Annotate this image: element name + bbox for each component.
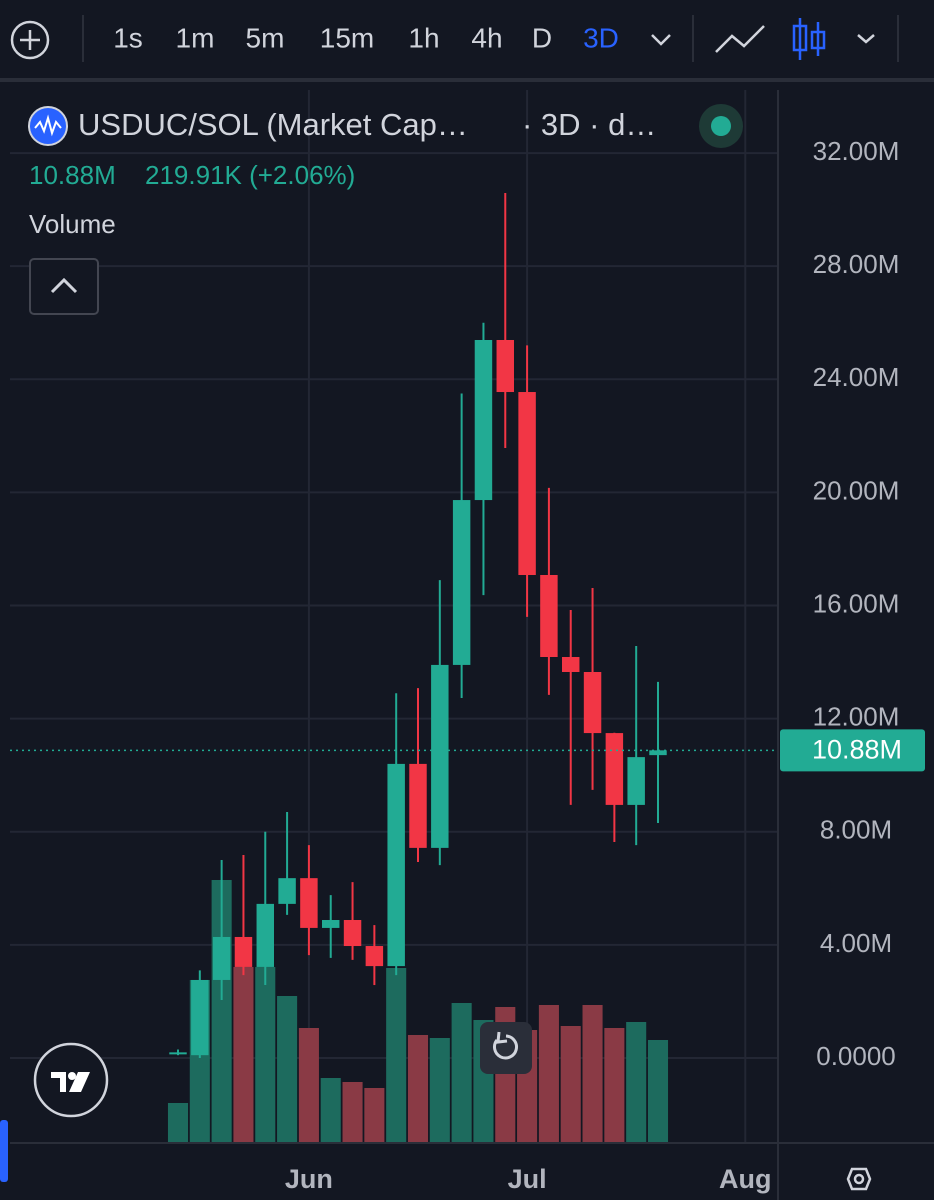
interval-button[interactable]: 1s bbox=[113, 22, 143, 53]
y-tick-label: 24.00M bbox=[813, 362, 900, 392]
volume-bar bbox=[277, 996, 298, 1142]
candle-body bbox=[452, 500, 471, 665]
interval-button[interactable]: 3D bbox=[583, 22, 619, 53]
candle-body bbox=[365, 946, 384, 967]
side-tab[interactable] bbox=[0, 1120, 8, 1182]
volume-label: Volume bbox=[29, 209, 116, 239]
volume-bar bbox=[364, 1088, 385, 1142]
candle-body bbox=[191, 979, 209, 1056]
interval-button[interactable]: 1m bbox=[176, 22, 215, 53]
candle-body bbox=[474, 339, 493, 501]
interval-button[interactable]: 5m bbox=[246, 22, 285, 53]
last-price-tag bbox=[780, 729, 925, 772]
symbol-icon bbox=[28, 106, 68, 146]
volume-bar bbox=[626, 1022, 647, 1142]
candle-body bbox=[562, 657, 580, 672]
volume-bar bbox=[386, 968, 407, 1142]
candle-body bbox=[409, 763, 427, 848]
y-tick-label: 32.00M bbox=[813, 136, 900, 166]
volume-bar bbox=[167, 1103, 189, 1142]
candle-body bbox=[212, 936, 231, 980]
volume-bar bbox=[255, 967, 276, 1142]
candle-body bbox=[278, 878, 296, 904]
volume-bar bbox=[582, 1005, 603, 1142]
candle-body bbox=[234, 936, 253, 967]
collapse-button[interactable] bbox=[29, 258, 99, 315]
y-tick-label: 28.00M bbox=[813, 249, 900, 279]
line-chart-button[interactable] bbox=[715, 25, 765, 53]
volume-bar bbox=[298, 1028, 319, 1142]
interval-button[interactable]: 4h bbox=[471, 22, 502, 53]
symbol-title: USDUC/SOL (Market Cap… bbox=[78, 107, 468, 142]
symbol-subtitle: · 3D · d… bbox=[522, 107, 656, 142]
x-tick-label: Jun bbox=[285, 1164, 333, 1194]
candle-body bbox=[256, 903, 274, 967]
volume-bar bbox=[647, 1040, 669, 1142]
last-price-label: 10.88M bbox=[812, 734, 902, 764]
candle-body bbox=[431, 664, 449, 848]
candle-body bbox=[343, 920, 362, 947]
interval-button[interactable]: 1h bbox=[408, 22, 439, 53]
candle-chart-button[interactable] bbox=[792, 18, 826, 60]
candle-body bbox=[583, 671, 602, 734]
candle-body bbox=[300, 878, 318, 928]
y-tick-label: 16.00M bbox=[813, 588, 900, 618]
volume-bar bbox=[233, 967, 254, 1142]
settings-button[interactable] bbox=[846, 1167, 872, 1191]
candle-body bbox=[540, 574, 558, 658]
candle-body bbox=[322, 920, 340, 928]
volume-bar bbox=[429, 1038, 450, 1142]
chart-type-dropdown[interactable] bbox=[857, 34, 875, 44]
y-tick-label: 4.00M bbox=[820, 928, 892, 958]
y-tick-label: 20.00M bbox=[813, 475, 900, 505]
reset-button[interactable] bbox=[480, 1022, 532, 1074]
toolbar bbox=[0, 0, 934, 78]
x-tick-label: Aug bbox=[719, 1164, 771, 1194]
change-label: 219.91K (+2.06%) bbox=[145, 160, 355, 190]
volume-bar bbox=[451, 1003, 472, 1142]
y-tick-label: 0.0000 bbox=[816, 1041, 896, 1071]
candle-body bbox=[627, 757, 645, 805]
volume-bar bbox=[604, 1028, 625, 1142]
candle-body bbox=[169, 1052, 187, 1055]
candle-body bbox=[605, 733, 624, 805]
y-tick-label: 8.00M bbox=[820, 815, 892, 845]
last-price-header: 10.88M bbox=[29, 160, 116, 190]
y-tick-label: 12.00M bbox=[813, 702, 900, 732]
candle-body bbox=[518, 392, 536, 575]
tradingview-logo[interactable] bbox=[33, 1042, 109, 1118]
volume-bar bbox=[538, 1005, 559, 1142]
volume-bar bbox=[320, 1078, 341, 1142]
status-dot bbox=[711, 116, 731, 136]
volume-bar bbox=[407, 1035, 429, 1142]
add-button[interactable] bbox=[10, 20, 50, 60]
candle-body bbox=[496, 339, 514, 393]
interval-button[interactable]: 15m bbox=[320, 22, 374, 53]
candle-body bbox=[387, 763, 405, 967]
interval-button[interactable]: D bbox=[532, 22, 552, 53]
interval-dropdown[interactable] bbox=[651, 34, 671, 46]
volume-bar bbox=[560, 1026, 581, 1142]
volume-bar bbox=[342, 1082, 363, 1142]
candle-body bbox=[649, 750, 667, 756]
x-tick-label: Jul bbox=[508, 1164, 547, 1194]
